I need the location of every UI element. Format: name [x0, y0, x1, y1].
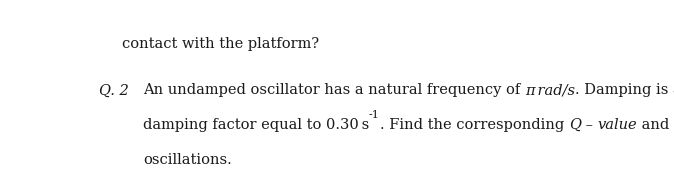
Text: -1: -1	[369, 110, 380, 120]
Text: –: –	[581, 118, 597, 132]
Text: value: value	[597, 118, 637, 132]
Text: π rad/s: π rad/s	[524, 83, 575, 97]
Text: and frequency of damped: and frequency of damped	[637, 118, 674, 132]
Text: oscillations.: oscillations.	[143, 153, 231, 167]
Text: . Damping is added to the system to give a: . Damping is added to the system to give…	[575, 83, 674, 97]
Text: Q: Q	[569, 118, 581, 132]
Text: damping factor equal to 0.30 s: damping factor equal to 0.30 s	[143, 118, 369, 132]
Text: An undamped oscillator has a natural frequency of: An undamped oscillator has a natural fre…	[143, 83, 524, 97]
Text: contact with the platform?: contact with the platform?	[123, 37, 319, 51]
Text: . Find the corresponding: . Find the corresponding	[380, 118, 569, 132]
Text: Q. 2: Q. 2	[99, 83, 129, 97]
